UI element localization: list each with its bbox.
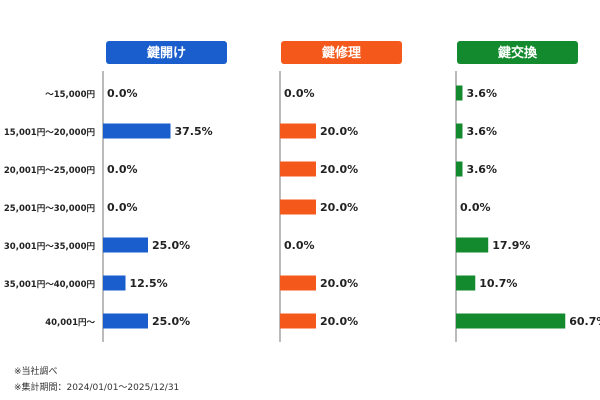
data-label: 20.0% (320, 315, 358, 328)
data-label: 60.7% (569, 315, 600, 328)
footnote-period: ※集計期間：2024/01/01〜2025/12/31 (14, 383, 180, 393)
series-header (106, 41, 227, 64)
data-label: 25.0% (152, 315, 190, 328)
category-label: 〜15,000円 (45, 90, 95, 100)
data-label: 25.0% (152, 239, 190, 252)
bar (280, 123, 316, 139)
category-label: 25,001円〜30,000円 (4, 204, 95, 214)
bar (103, 275, 126, 291)
bar (456, 313, 566, 329)
data-label: 0.0% (107, 87, 138, 100)
bar (280, 161, 316, 177)
category-label: 30,001円〜35,000円 (4, 242, 95, 252)
category-label: 35,001円〜40,000円 (4, 280, 95, 290)
category-label: 20,001円〜25,000円 (4, 166, 95, 176)
data-label: 0.0% (460, 201, 491, 214)
data-label: 3.6% (466, 163, 497, 176)
data-label: 3.6% (466, 87, 497, 100)
series-header-label: 鍵開け (147, 45, 186, 61)
bar (456, 275, 476, 291)
bar (280, 313, 316, 329)
series-header (281, 41, 402, 64)
data-label: 20.0% (320, 201, 358, 214)
data-label: 0.0% (284, 87, 315, 100)
bar (456, 237, 489, 253)
bar (103, 313, 148, 329)
data-label: 12.5% (130, 277, 168, 290)
series-header-label: 鍵修理 (322, 45, 361, 61)
data-label: 20.0% (320, 277, 358, 290)
data-label: 3.6% (466, 125, 497, 138)
data-label: 0.0% (107, 163, 138, 176)
bar (456, 123, 463, 139)
category-label: 40,001円〜 (45, 318, 95, 328)
series-header-label: 鍵交換 (498, 45, 538, 61)
bar (456, 85, 463, 101)
data-label: 17.9% (492, 239, 530, 252)
data-label: 0.0% (107, 201, 138, 214)
bar (103, 123, 171, 139)
series-header (457, 41, 578, 64)
data-label: 20.0% (320, 125, 358, 138)
bar (103, 237, 148, 253)
data-label: 10.7% (479, 277, 517, 290)
footnote-survey: ※当社調べ (14, 367, 58, 377)
category-label: 15,001円〜20,000円 (4, 128, 95, 138)
data-label: 37.5% (175, 125, 213, 138)
bar (456, 161, 463, 177)
bar (280, 275, 316, 291)
data-label: 0.0% (284, 239, 315, 252)
data-label: 20.0% (320, 163, 358, 176)
bar (280, 199, 316, 215)
